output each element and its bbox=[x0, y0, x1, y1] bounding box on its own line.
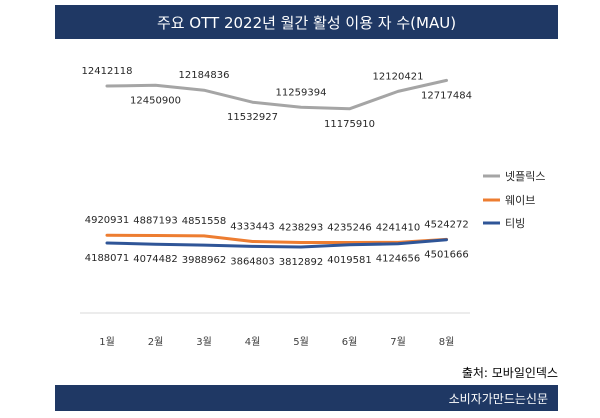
data-label: 11175910 bbox=[324, 119, 375, 130]
data-label: 4333443 bbox=[230, 221, 275, 232]
data-label: 4019581 bbox=[327, 255, 372, 266]
legend-label: 웨이브 bbox=[505, 194, 535, 207]
x-tick-label: 8월 bbox=[439, 336, 455, 348]
data-label: 11259394 bbox=[276, 87, 327, 98]
legend-label: 티빙 bbox=[505, 217, 525, 230]
data-label: 3812892 bbox=[279, 257, 324, 268]
data-label: 4188071 bbox=[85, 253, 130, 264]
data-label: 4238293 bbox=[279, 222, 324, 233]
x-tick-label: 6월 bbox=[342, 336, 358, 348]
data-label: 4501666 bbox=[424, 250, 469, 261]
data-label: 11532927 bbox=[227, 112, 278, 123]
x-tick-label: 1월 bbox=[99, 336, 115, 348]
data-label: 12120421 bbox=[373, 71, 424, 82]
data-label: 12184836 bbox=[179, 70, 230, 81]
publisher-bar: 소비자가만드는신문 bbox=[55, 385, 558, 411]
data-label: 4124656 bbox=[376, 254, 421, 265]
data-label: 3988962 bbox=[182, 255, 227, 266]
x-tick-label: 2월 bbox=[148, 336, 164, 348]
x-tick-label: 5월 bbox=[293, 336, 309, 348]
data-label: 4235246 bbox=[327, 222, 372, 233]
series-line bbox=[105, 238, 448, 249]
data-label: 4920931 bbox=[85, 215, 130, 226]
data-label: 12717484 bbox=[421, 90, 472, 101]
data-label: 4887193 bbox=[133, 216, 178, 227]
series-line bbox=[105, 78, 448, 111]
x-tick-label: 7월 bbox=[390, 336, 406, 348]
data-label: 3864803 bbox=[230, 256, 275, 267]
data-label: 4851558 bbox=[182, 216, 227, 227]
chart-title-bar: 주요 OTT 2022년 월간 활성 이용 자 수(MAU) bbox=[55, 5, 558, 39]
data-label: 4074482 bbox=[133, 254, 178, 265]
x-tick-label: 4월 bbox=[245, 336, 261, 348]
publisher-name: 소비자가만드는신문 bbox=[448, 391, 548, 406]
chart-title: 주요 OTT 2022년 월간 활성 이용 자 수(MAU) bbox=[156, 13, 457, 32]
source-note: 출처: 모바일인덱스 bbox=[461, 366, 558, 380]
data-label: 4524272 bbox=[424, 219, 469, 230]
legend-label: 넷플릭스 bbox=[505, 170, 545, 183]
data-label: 12450900 bbox=[130, 95, 181, 106]
series-line bbox=[105, 233, 448, 244]
x-tick-label: 3월 bbox=[196, 336, 212, 348]
data-label: 12412118 bbox=[82, 66, 133, 77]
data-label: 4241410 bbox=[376, 222, 421, 233]
